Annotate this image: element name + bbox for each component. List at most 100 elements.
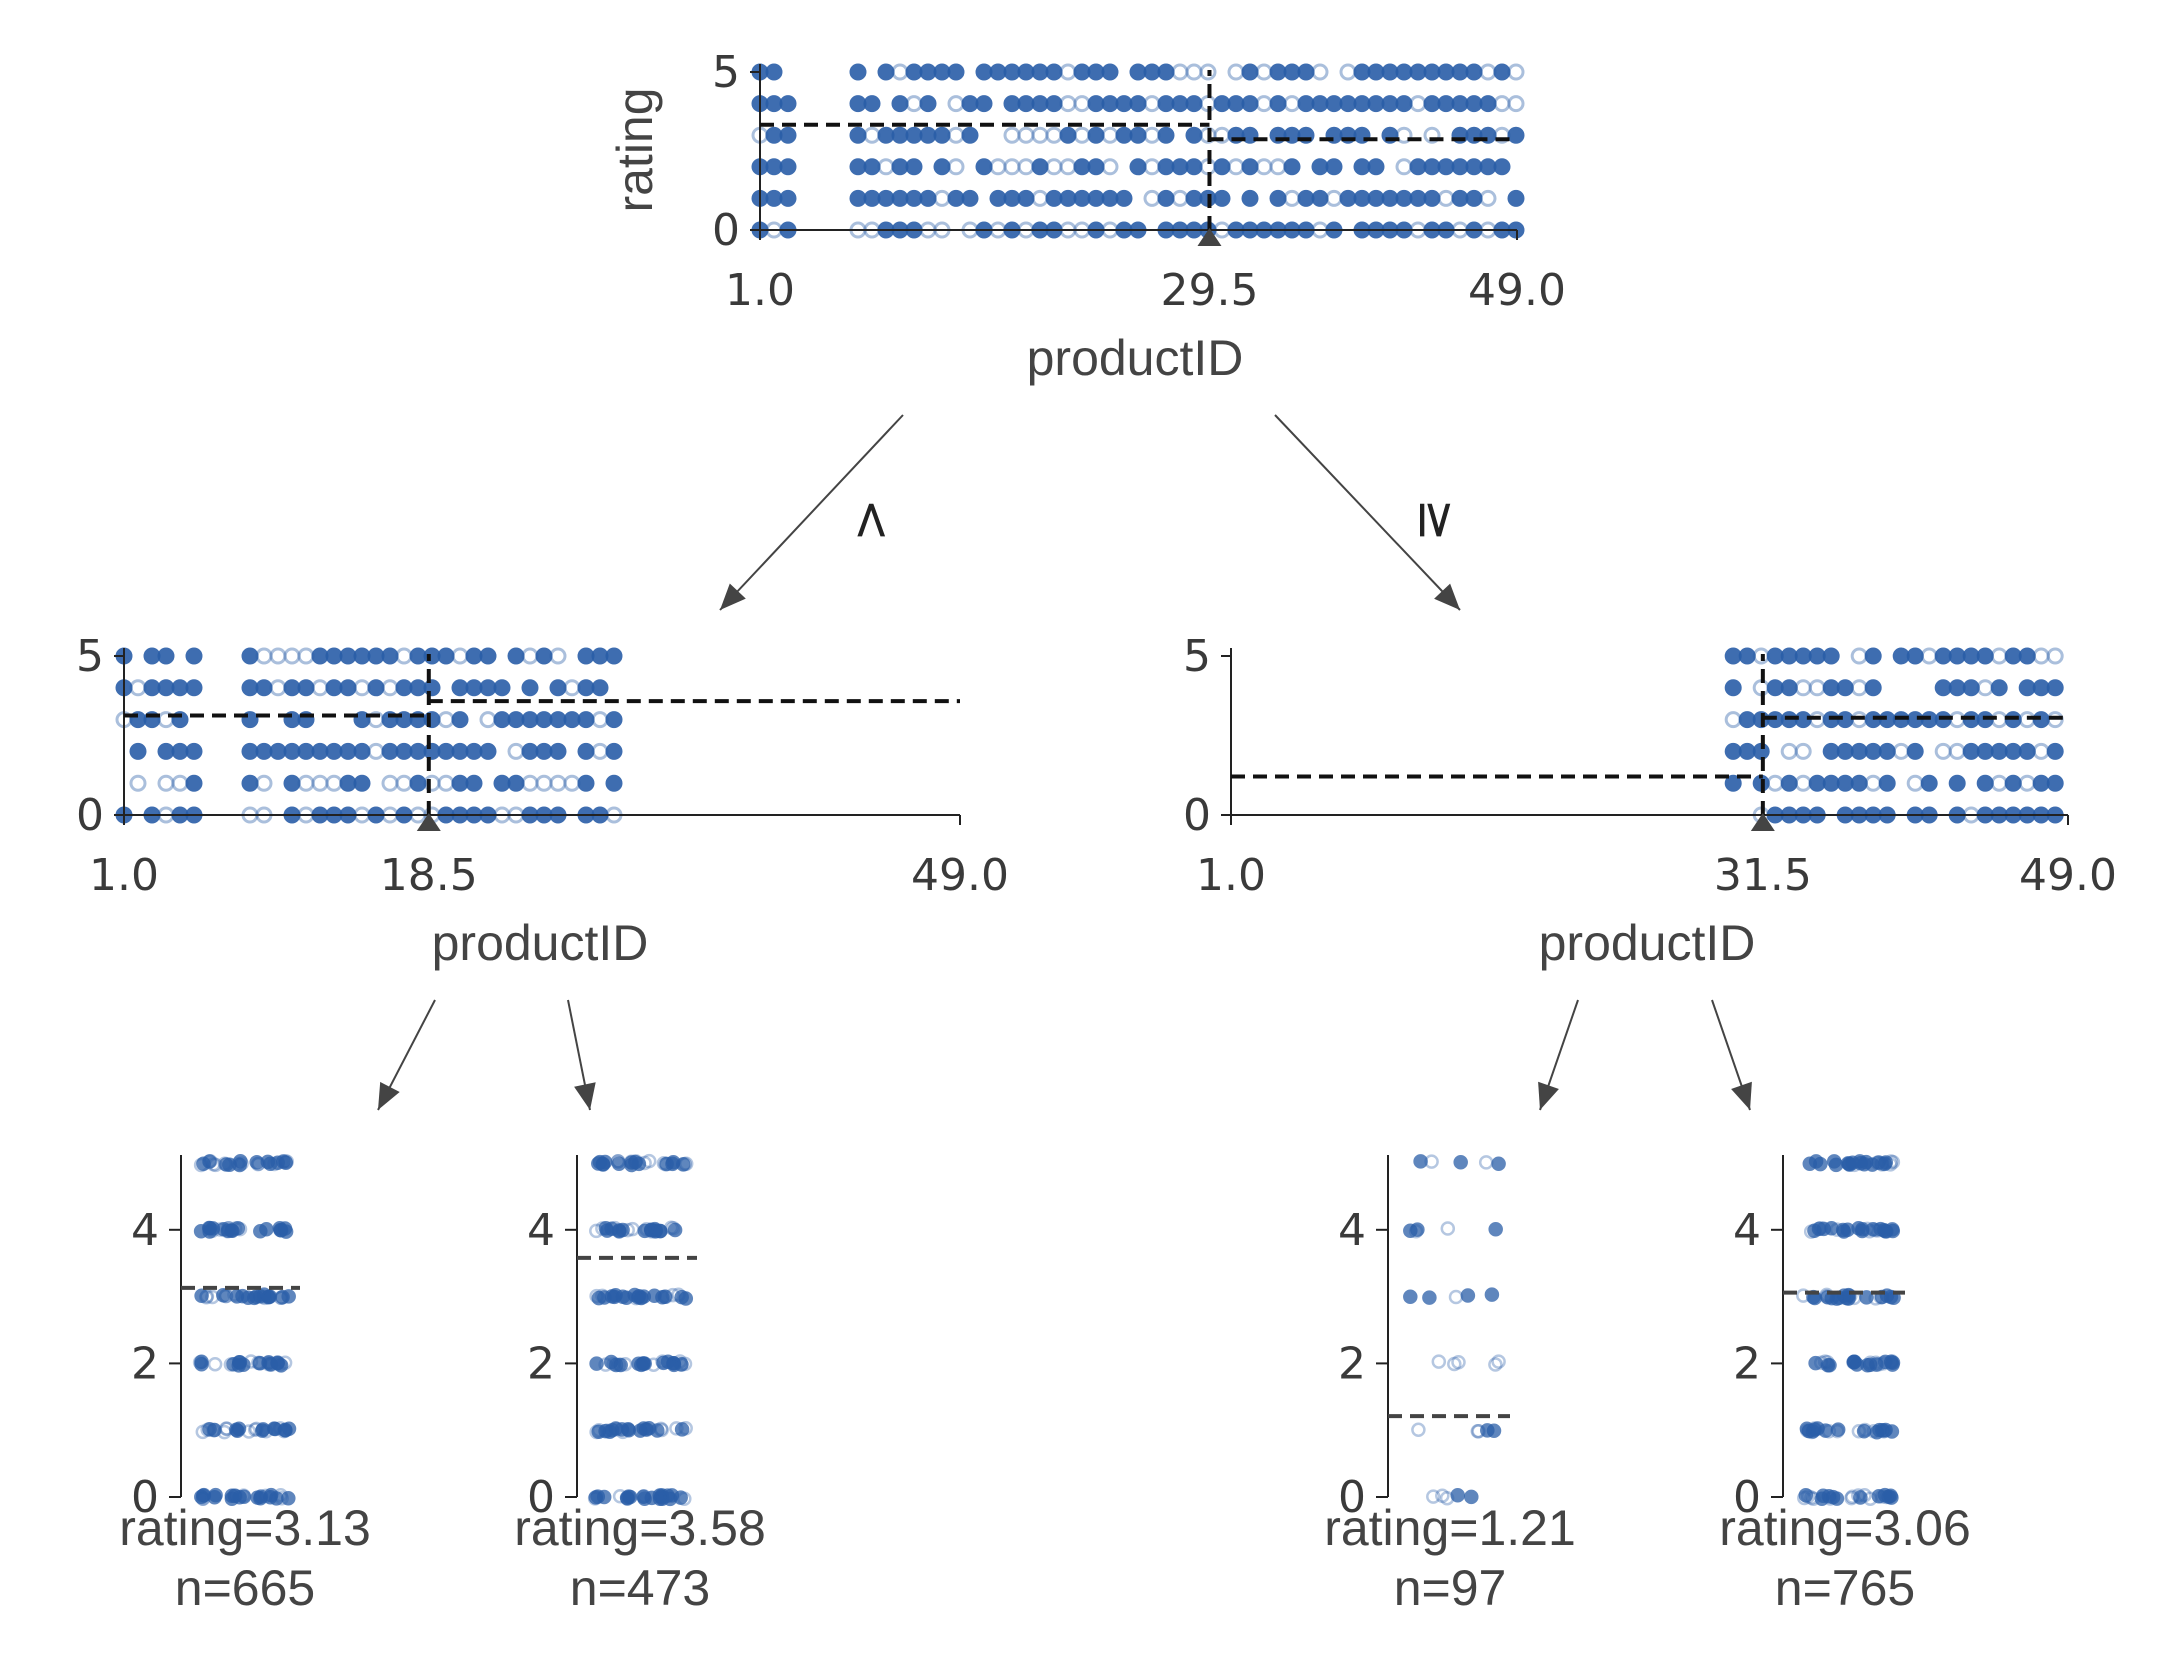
left-node-data-point bbox=[283, 742, 301, 760]
root-data-point bbox=[947, 126, 965, 144]
leaf-2-data-point bbox=[660, 1488, 675, 1503]
left-node-data-point bbox=[591, 679, 609, 697]
leaf-1-data-point bbox=[207, 1356, 223, 1372]
left-node-data-point bbox=[143, 647, 161, 665]
root-data-point bbox=[1143, 158, 1161, 176]
leaf-1-data-point bbox=[277, 1221, 293, 1236]
arrow-root-to-right bbox=[1274, 414, 1461, 611]
root-data-point bbox=[1017, 63, 1035, 81]
leaf-2-y-tick-label: 0 bbox=[527, 1472, 555, 1523]
root-data-point bbox=[1493, 158, 1511, 176]
leaf-2-data-point bbox=[611, 1224, 627, 1239]
right-node-data-point bbox=[1724, 679, 1742, 697]
left-node-data-point bbox=[409, 774, 427, 792]
leaf-3-plot: 0 2 4 bbox=[1338, 1154, 1510, 1523]
leaf-1-rating-label: rating=3.13 bbox=[119, 1500, 371, 1556]
leaf-1-data-point bbox=[249, 1421, 264, 1437]
leaf-2-data-point bbox=[604, 1289, 620, 1304]
leaf-1-n-label: n=665 bbox=[175, 1560, 315, 1616]
leaf-4-data-point bbox=[1853, 1490, 1868, 1505]
left-node-data-point bbox=[353, 742, 371, 760]
leaf-4-data-point bbox=[1851, 1423, 1867, 1439]
leaf-1-data-point bbox=[232, 1355, 248, 1370]
left-node-data-point bbox=[143, 679, 161, 697]
root-data-point bbox=[919, 95, 937, 113]
root-data-point bbox=[1087, 95, 1105, 113]
root-data-point bbox=[1059, 189, 1077, 207]
right-node-data-point bbox=[1976, 679, 1994, 697]
leaf-2-data-point bbox=[628, 1290, 644, 1306]
left-node-data-point bbox=[535, 774, 553, 792]
root-data-point bbox=[1437, 189, 1455, 207]
right-node-data-point bbox=[1794, 679, 1812, 697]
right-node-data-point bbox=[2032, 647, 2050, 665]
left-node-data-point bbox=[157, 647, 175, 665]
root-data-point bbox=[1395, 158, 1413, 176]
leaf-1-data-point bbox=[233, 1153, 248, 1169]
root-data-point bbox=[1241, 95, 1259, 113]
leaf-4-data-point bbox=[1870, 1223, 1886, 1238]
leaf-1-data-point bbox=[216, 1288, 231, 1303]
left-node-data-point bbox=[605, 711, 623, 729]
root-data-point bbox=[1353, 63, 1371, 81]
left-node-data-point bbox=[521, 679, 539, 697]
left-node-data-point bbox=[493, 774, 511, 792]
leaf-4-data-point bbox=[1846, 1355, 1862, 1370]
left-node-data-point bbox=[185, 742, 203, 760]
left-node-data-point bbox=[339, 742, 357, 760]
leaf-2-data-point bbox=[657, 1289, 673, 1305]
root-data-point bbox=[891, 63, 909, 81]
leaf-4-data-point bbox=[1828, 1157, 1844, 1173]
left-node-data-point bbox=[381, 774, 399, 792]
leaf-3-data-point bbox=[1470, 1423, 1486, 1439]
left-node-data-point bbox=[465, 647, 483, 665]
leaf-4-dots bbox=[1796, 1154, 1901, 1507]
root-data-point bbox=[1143, 189, 1161, 207]
root-data-point bbox=[849, 189, 867, 207]
left-node-data-point bbox=[409, 647, 427, 665]
root-data-point bbox=[863, 158, 881, 176]
root-data-point bbox=[891, 189, 909, 207]
leaf-1-data-point bbox=[277, 1355, 293, 1371]
right-node-data-point bbox=[1948, 647, 1966, 665]
leaf-4-data-point bbox=[1844, 1490, 1859, 1506]
root-data-point bbox=[1241, 158, 1259, 176]
right-node-data-point bbox=[1780, 679, 1798, 697]
leaf-4-y-tick-label: 0 bbox=[1733, 1472, 1761, 1523]
left-node-data-point bbox=[395, 774, 413, 792]
root-data-point bbox=[1269, 189, 1287, 207]
root-data-point bbox=[1437, 95, 1455, 113]
right-node-data-point bbox=[1836, 774, 1854, 792]
left-node-data-point bbox=[367, 742, 385, 760]
root-data-point bbox=[765, 158, 783, 176]
left-node-data-point bbox=[409, 742, 427, 760]
right-node-data-point bbox=[1878, 742, 1896, 760]
left-node-data-point bbox=[577, 774, 595, 792]
left-node-data-point bbox=[255, 647, 273, 665]
leaf-2-data-point bbox=[641, 1153, 657, 1169]
leaf-1-plot: 0 2 4 bbox=[131, 1153, 300, 1523]
left-node-data-point bbox=[157, 679, 175, 697]
left-node-data-point bbox=[241, 679, 259, 697]
root-data-point bbox=[1017, 95, 1035, 113]
right-node: 0 5 1.0 31.5 49.0 bbox=[1183, 631, 2117, 901]
left-node-data-point bbox=[325, 742, 343, 760]
leaf-1-data-point bbox=[253, 1224, 268, 1239]
left-node-data-point bbox=[339, 774, 357, 792]
right-node-data-point bbox=[1976, 774, 1994, 792]
root-data-point bbox=[1451, 95, 1469, 113]
left-node-data-point bbox=[325, 679, 343, 697]
root-data-point bbox=[1143, 126, 1161, 144]
root-data-point bbox=[1185, 126, 1203, 144]
leaf-1-data-point bbox=[240, 1290, 256, 1306]
left-node-data-point bbox=[297, 679, 315, 697]
leaf-3-data-point bbox=[1431, 1354, 1447, 1369]
root-data-point bbox=[1101, 95, 1119, 113]
left-node-data-point bbox=[549, 711, 567, 729]
root-data-point bbox=[905, 189, 923, 207]
left-node-y-tick-label: 0 bbox=[76, 790, 104, 841]
root-data-point bbox=[1003, 158, 1021, 176]
root-data-point bbox=[1423, 63, 1441, 81]
right-node-data-point bbox=[1738, 647, 1756, 665]
